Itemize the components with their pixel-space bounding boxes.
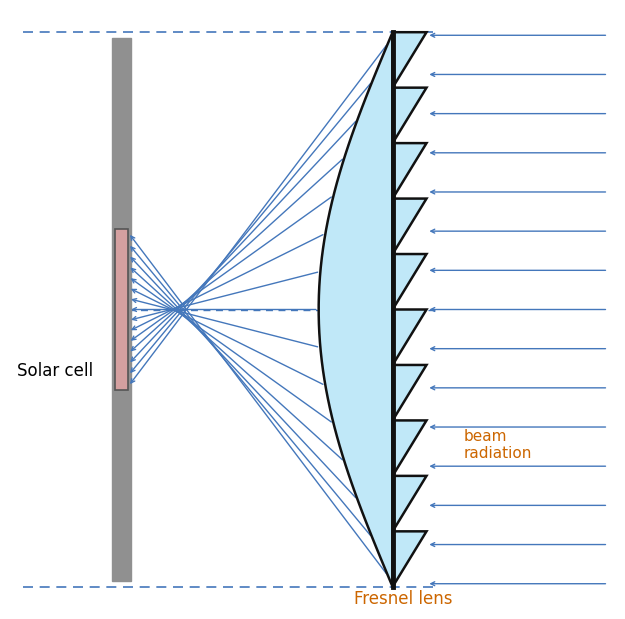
Polygon shape <box>319 32 426 587</box>
Bar <box>112 38 131 581</box>
Text: Fresnel lens: Fresnel lens <box>354 591 452 608</box>
Text: beam
radiation: beam radiation <box>464 429 532 461</box>
Text: Solar cell: Solar cell <box>17 362 93 380</box>
Bar <box>115 230 128 389</box>
